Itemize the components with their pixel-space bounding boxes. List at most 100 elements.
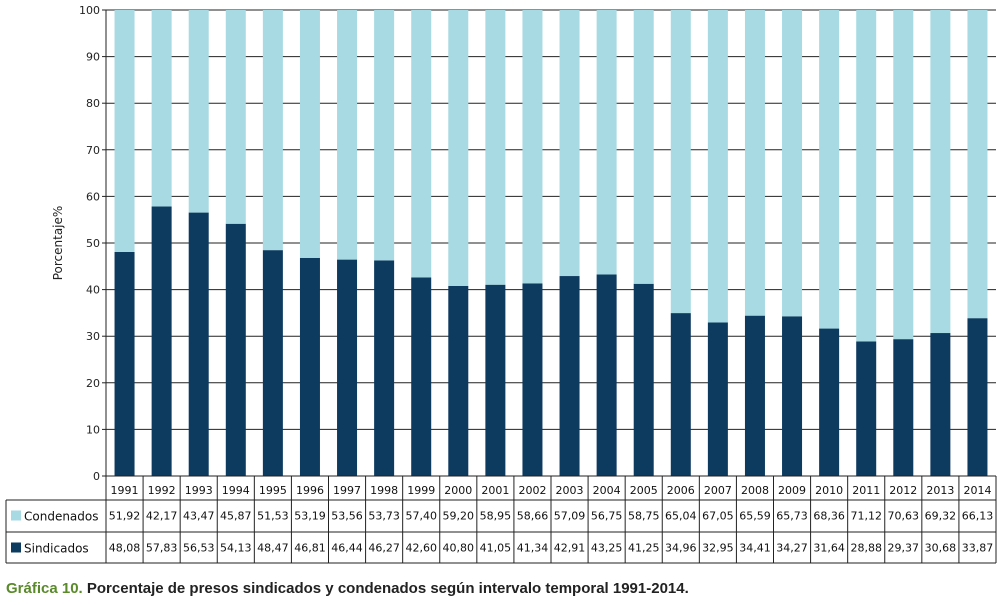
data-label: 59,20 (443, 510, 475, 523)
data-label: 46,27 (368, 542, 400, 555)
bar-condenados (411, 10, 432, 278)
y-tick-label: 60 (86, 190, 100, 203)
x-tick-label: 2000 (444, 484, 472, 497)
data-label: 42,60 (405, 542, 437, 555)
bar-condenados (596, 10, 617, 275)
y-tick-label: 20 (86, 377, 100, 390)
data-label: 46,81 (294, 542, 326, 555)
bar-condenados (930, 10, 951, 334)
y-tick-label: 30 (86, 330, 100, 343)
data-label: 51,53 (257, 510, 289, 523)
x-tick-label: 2005 (630, 484, 658, 497)
data-label: 34,27 (776, 542, 808, 555)
bar-condenados (559, 10, 580, 277)
bar-sindicados (337, 259, 358, 476)
bar-sindicados (744, 315, 765, 476)
y-axis-label: Porcentaje% (51, 206, 65, 281)
x-tick-label: 2013 (926, 484, 954, 497)
data-label: 40,80 (443, 542, 475, 555)
data-label: 48,08 (109, 542, 141, 555)
bar-sindicados (522, 283, 543, 476)
bar-sindicados (374, 260, 395, 476)
data-label: 32,95 (702, 542, 734, 555)
data-label: 41,05 (480, 542, 512, 555)
bar-condenados (188, 10, 209, 213)
x-tick-label: 2010 (815, 484, 843, 497)
legend-label-condenados: Condenados (24, 510, 99, 524)
data-label: 66,13 (962, 510, 994, 523)
grid-lines (106, 9, 996, 477)
bar-sindicados (188, 212, 209, 477)
data-label: 65,73 (776, 510, 808, 523)
y-tick-label: 70 (86, 144, 100, 157)
bar-condenados (114, 10, 135, 252)
data-label: 51,92 (109, 510, 141, 523)
x-tick-label: 1992 (148, 484, 176, 497)
x-tick-label: 1996 (296, 484, 324, 497)
caption-text: Porcentaje de presos sindicados y conden… (82, 580, 689, 597)
data-label: 28,88 (850, 542, 882, 555)
bar-sindicados (299, 257, 320, 476)
data-label: 31,64 (813, 542, 845, 555)
bar-condenados (707, 10, 728, 323)
bar-condenados (967, 10, 988, 319)
data-label: 56,75 (591, 510, 623, 523)
data-label: 41,34 (517, 542, 549, 555)
x-tick-label: 2004 (593, 484, 621, 497)
bar-sindicados (411, 277, 432, 476)
bar-condenados (485, 10, 506, 285)
bar-sindicados (151, 206, 172, 476)
data-label: 53,19 (294, 510, 326, 523)
data-label: 34,41 (739, 542, 771, 555)
data-label: 42,91 (554, 542, 586, 555)
bar-sindicados (114, 251, 135, 476)
x-tick-label: 2011 (852, 484, 880, 497)
data-label: 42,17 (146, 510, 178, 523)
x-tick-label: 1993 (185, 484, 213, 497)
data-label: 45,87 (220, 510, 252, 523)
x-tick-label: 2002 (518, 484, 546, 497)
bar-sindicados (559, 276, 580, 476)
data-table: 1991 1992 1993 1994 1995 1996 1997 1998 1999 2000… (5, 475, 997, 564)
data-label: 70,63 (888, 510, 920, 523)
bar-sindicados (485, 284, 506, 476)
data-label: 41,25 (628, 542, 660, 555)
bar-condenados (448, 10, 469, 286)
bar-condenados (819, 10, 840, 329)
bar-sindicados (967, 318, 988, 476)
bar-condenados (633, 10, 654, 284)
bar-sindicados (448, 285, 469, 476)
bar-condenados (225, 10, 246, 224)
bar-sindicados (707, 322, 728, 476)
x-tick-label: 2001 (481, 484, 509, 497)
data-label: 43,25 (591, 542, 623, 555)
data-label: 56,53 (183, 542, 215, 555)
x-tick-label: 1999 (407, 484, 435, 497)
y-tick-label: 40 (86, 284, 100, 297)
x-tick-label: 2008 (741, 484, 769, 497)
bar-sindicados (930, 333, 951, 476)
bar-condenados (522, 10, 543, 284)
data-label: 48,47 (257, 542, 289, 555)
data-label: 54,13 (220, 542, 252, 555)
bar-sindicados (782, 316, 803, 476)
data-label: 57,40 (405, 510, 437, 523)
bar-sindicados (262, 250, 283, 476)
x-tick-label: 1995 (259, 484, 287, 497)
data-label: 71,12 (850, 510, 882, 523)
bar-condenados (782, 10, 803, 317)
data-label: 43,47 (183, 510, 215, 523)
data-label: 58,75 (628, 510, 660, 523)
bar-sindicados (633, 283, 654, 476)
x-tick-label: 2012 (889, 484, 917, 497)
bar-sindicados (819, 328, 840, 476)
x-tick-label: 1997 (333, 484, 361, 497)
bar-condenados (299, 10, 320, 258)
x-tick-label: 1991 (111, 484, 139, 497)
data-label: 53,73 (368, 510, 400, 523)
data-label: 34,96 (665, 542, 697, 555)
bar-sindicados (225, 223, 246, 476)
data-label: 65,04 (665, 510, 697, 523)
bar-condenados (374, 10, 395, 261)
